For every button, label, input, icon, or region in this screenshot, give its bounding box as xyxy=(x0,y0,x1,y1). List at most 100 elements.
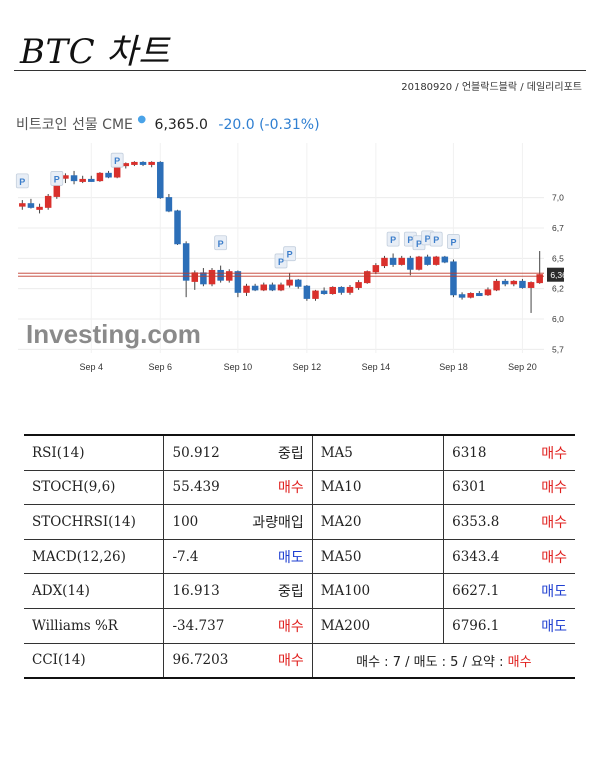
candle-body xyxy=(398,257,405,265)
summary-result: 매수 xyxy=(507,654,532,670)
candle-body xyxy=(501,280,509,285)
candle-body xyxy=(294,279,302,287)
chart-header: 비트코인 선물 CME ● 6,365.0 -20.0 (-0.31%) xyxy=(16,114,320,134)
candle-body xyxy=(208,269,216,285)
candle-body xyxy=(79,178,86,182)
p-marker-label: P xyxy=(114,156,120,166)
candle-body xyxy=(458,294,466,298)
candle-body xyxy=(346,286,354,293)
p-marker-icon xyxy=(386,231,400,247)
candle-body xyxy=(286,279,293,286)
signal-label: 매수 xyxy=(277,618,304,635)
indicator-value: -34.737 xyxy=(172,617,225,634)
candle-body xyxy=(191,272,199,282)
p-marker-label: P xyxy=(425,234,431,244)
candle-body xyxy=(432,256,440,265)
candle-body xyxy=(338,286,345,293)
indicator-name: Williams %R xyxy=(24,607,165,644)
p-marker-label: P xyxy=(19,177,25,187)
p-marker-label: P xyxy=(287,250,293,260)
indicator-table: RSI(14) 50.912 중립 MA5 6318 매수 STOCH(9,6) 55.439… xyxy=(24,433,575,680)
byline: 20180920 / 언블락드블락 / 데일리리포트 xyxy=(401,82,582,93)
indicator-name: RSI(14) xyxy=(24,433,165,471)
indicator-row: STOCH(9,6) 55.439 매수 MA10 6301 매수 xyxy=(24,469,575,506)
indicator-value-cell: 6627.1 매도 xyxy=(443,573,575,609)
candle-body xyxy=(527,282,535,288)
p-marker-label: P xyxy=(278,257,284,267)
indicator-value: 55.439 xyxy=(172,479,220,496)
indicator-value-group: 16.913 중립 xyxy=(172,581,303,601)
indicator-row: RSI(14) 50.912 중립 MA5 6318 매수 xyxy=(24,433,575,471)
indicator-row: ADX(14) 16.913 중립 MA100 6627.1 매도 xyxy=(24,573,575,609)
page-title: BTC 차트 xyxy=(20,32,171,72)
indicator-value-cell: -7.4 매도 xyxy=(163,538,313,575)
indicator-name: MA10 xyxy=(311,469,445,506)
candle-body xyxy=(424,256,431,265)
price-change: -20.0 (-0.31%) xyxy=(218,117,320,133)
candle-body xyxy=(320,290,328,295)
price-tag xyxy=(547,267,564,282)
indicator-value: 6318 xyxy=(452,444,487,461)
signal-label: 매수 xyxy=(277,653,304,670)
candle-body xyxy=(122,163,130,167)
indicator-value-cell: 55.439 매수 xyxy=(163,469,313,506)
indicator-value-cell: 6353.8 매수 xyxy=(443,504,575,540)
indicator-value: -7.4 xyxy=(172,548,199,565)
indicator-value-cell: 6301 매수 xyxy=(443,469,575,506)
indicator-value-group: 100 과량매입 xyxy=(172,512,303,532)
p-marker-icon xyxy=(214,235,228,251)
indicator-value: 16.913 xyxy=(172,583,220,600)
candle-body xyxy=(441,256,449,263)
candle-body xyxy=(493,280,500,291)
indicator-value-group: -7.4 매도 xyxy=(172,547,303,567)
indicator-name: MACD(12,26) xyxy=(24,538,165,575)
candle-body xyxy=(70,175,78,182)
signal-label: 매수 xyxy=(541,480,567,497)
summary-cell: 매수 : 7 / 매도 : 5 / 요약 : 매수 xyxy=(311,642,575,680)
signal-label: 매수 xyxy=(541,445,567,462)
x-tick-label: Sep 6 xyxy=(149,362,173,372)
p-marker-label: P xyxy=(390,235,396,245)
instrument-name: 비트코인 선물 CME xyxy=(16,117,133,133)
p-marker-icon xyxy=(15,173,29,189)
candle-body xyxy=(36,206,43,210)
candle-body xyxy=(277,284,285,291)
signal-label: 과량매입 xyxy=(252,514,304,531)
candle-body xyxy=(88,178,95,182)
indicator-name: STOCH(9,6) xyxy=(24,469,165,506)
current-price: 6,365.0 xyxy=(154,117,208,133)
x-tick-label: Sep 4 xyxy=(80,362,104,372)
signal-label: 매도 xyxy=(541,618,567,635)
signal-label: 매수 xyxy=(541,514,567,531)
indicator-value: 100 xyxy=(172,513,199,530)
signal-label: 중립 xyxy=(277,584,304,601)
signal-label: 중립 xyxy=(277,445,304,462)
candle-body xyxy=(217,269,224,281)
y-tick-label: 6,500.0 xyxy=(552,253,564,263)
indicator-name: ADX(14) xyxy=(24,573,165,609)
candle-body xyxy=(27,203,35,208)
indicator-value: 6627.1 xyxy=(452,583,500,600)
y-tick-label: 5,750.0 xyxy=(552,344,564,354)
indicator-value: 6301 xyxy=(452,479,487,496)
p-marker-icon xyxy=(447,234,460,249)
indicator-value-group: 96.7203 매수 xyxy=(172,650,303,670)
indicator-value-cell: 100 과량매입 xyxy=(163,504,313,540)
candle-body xyxy=(355,282,362,288)
candle-body xyxy=(415,256,423,270)
x-tick-label: Sep 18 xyxy=(439,362,468,372)
candle-body xyxy=(381,257,388,267)
candle-body xyxy=(372,265,380,273)
p-marker-label: P xyxy=(54,174,60,184)
indicator-value-group: 6627.1 매도 xyxy=(452,581,567,601)
indicator-value-group: 6796.1 매도 xyxy=(452,616,567,636)
x-tick-label: Sep 12 xyxy=(293,362,322,372)
indicator-value-cell: 6318 매수 xyxy=(443,433,575,471)
candle-body xyxy=(476,293,483,297)
candle-body xyxy=(165,197,173,212)
signal-label: 매도 xyxy=(277,549,304,566)
indicator-name: MA20 xyxy=(311,504,445,540)
candle-body xyxy=(182,243,190,281)
indicator-value-cell: 50.912 중립 xyxy=(163,433,313,471)
candle-body xyxy=(450,261,457,296)
